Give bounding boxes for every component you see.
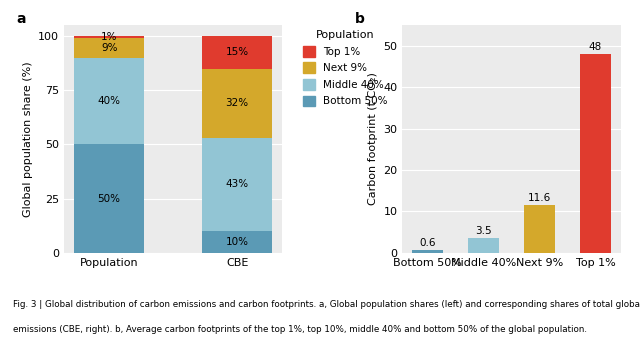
Bar xyxy=(202,69,273,138)
Text: 48: 48 xyxy=(589,42,602,52)
Text: 3.5: 3.5 xyxy=(476,226,492,236)
Text: 40%: 40% xyxy=(98,96,121,106)
Text: 1%: 1% xyxy=(101,32,117,42)
Text: a: a xyxy=(16,12,26,26)
Text: 11.6: 11.6 xyxy=(528,193,551,203)
Text: 0.6: 0.6 xyxy=(419,238,436,248)
Bar xyxy=(74,58,145,144)
Bar xyxy=(74,36,145,38)
Text: emissions (CBE, right). b, Average carbon footprints of the top 1%, top 10%, mid: emissions (CBE, right). b, Average carbo… xyxy=(13,325,587,334)
Text: 15%: 15% xyxy=(226,47,249,57)
Bar xyxy=(580,54,611,253)
Bar xyxy=(202,138,273,231)
Y-axis label: Global population share (%): Global population share (%) xyxy=(22,61,33,217)
Text: Fig. 3 | Global distribution of carbon emissions and carbon footprints. a, Globa: Fig. 3 | Global distribution of carbon e… xyxy=(13,300,640,309)
Legend: Top 1%, Next 9%, Middle 40%, Bottom 50%: Top 1%, Next 9%, Middle 40%, Bottom 50% xyxy=(298,26,392,110)
Bar xyxy=(202,231,273,253)
Text: 10%: 10% xyxy=(226,237,249,247)
Text: 9%: 9% xyxy=(101,43,117,53)
Text: b: b xyxy=(355,12,364,26)
Bar xyxy=(412,250,443,253)
Bar xyxy=(74,144,145,253)
Text: 43%: 43% xyxy=(226,179,249,190)
Bar xyxy=(74,38,145,58)
Bar xyxy=(202,36,273,69)
Text: 50%: 50% xyxy=(98,193,121,204)
Text: 32%: 32% xyxy=(226,98,249,108)
Bar xyxy=(524,205,555,253)
Bar xyxy=(468,238,499,253)
Y-axis label: Carbon footprint (t CO₂): Carbon footprint (t CO₂) xyxy=(368,73,378,205)
